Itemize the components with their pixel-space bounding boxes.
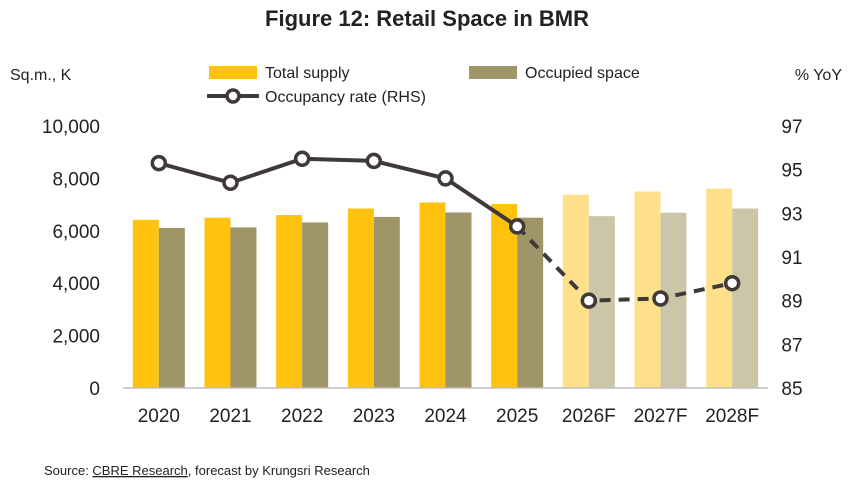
right-tick-label: 85 [781, 379, 802, 400]
x-tick-label: 2020 [138, 406, 180, 427]
x-tick-label: 2027F [634, 406, 688, 427]
bar-total-supply [204, 217, 231, 388]
x-tick-label: 2023 [353, 406, 395, 427]
right-tick-label: 89 [781, 292, 802, 313]
left-tick-label: 8,000 [52, 169, 100, 190]
left-tick-label: 0 [89, 379, 100, 400]
left-axis-unit: Sq.m., K [10, 67, 72, 84]
bar-total-supply [634, 191, 661, 388]
chart-title: Figure 12: Retail Space in BMR [265, 6, 589, 31]
left-tick-label: 10,000 [42, 117, 100, 138]
bar-total-supply [276, 215, 303, 388]
bar-occupied-space [158, 227, 185, 388]
left-tick-label: 6,000 [52, 222, 100, 243]
right-tick-label: 93 [781, 204, 802, 225]
bar-total-supply [347, 208, 374, 388]
bar-total-supply [132, 219, 159, 388]
source-suffix: , forecast by Krungsri Research [188, 463, 370, 478]
x-tick-label: 2022 [281, 406, 323, 427]
occupancy-point [222, 174, 239, 192]
left-tick-label: 2,000 [52, 327, 100, 348]
occupancy-point [723, 274, 741, 292]
left-tick-label: 4,000 [52, 274, 100, 295]
x-axis-ticks: 2020 2021 2022 2023 2024 2025 2026F 2027F 2028F [138, 406, 759, 427]
legend-swatch-total-supply [209, 66, 257, 79]
occupancy-point [652, 290, 669, 307]
right-tick-label: 91 [781, 248, 802, 269]
bars [132, 188, 759, 388]
occupancy-point [508, 218, 526, 235]
legend: Total supply Occupied space Occupancy rate… [207, 65, 640, 106]
occupancy-point [580, 292, 598, 309]
x-tick-label: 2024 [424, 406, 467, 427]
right-tick-label: 87 [781, 335, 802, 356]
legend-swatch-occupied-space [469, 66, 517, 79]
bar-occupied-space [230, 227, 257, 388]
occupancy-line-actual [158, 156, 519, 229]
occupancy-point [293, 150, 311, 167]
source-note: Source: CBRE Research, forecast by Krung… [44, 463, 370, 478]
bar-total-supply [419, 202, 446, 388]
x-tick-label: 2021 [209, 406, 251, 427]
bar-total-supply [562, 194, 589, 388]
legend-label-occupied-space: Occupied space [525, 65, 640, 82]
bar-occupied-space [373, 216, 400, 388]
x-tick-label: 2028F [705, 406, 759, 427]
source-link[interactable]: CBRE Research [92, 463, 187, 478]
right-axis-ticks: 85 87 89 91 93 95 97 [781, 117, 802, 400]
x-tick-label: 2025 [496, 406, 538, 427]
legend-marker-occupancy [225, 88, 241, 104]
bar-occupied-space [732, 208, 759, 388]
source-prefix: Source: [44, 463, 92, 478]
occupancy-point [437, 170, 454, 187]
right-tick-label: 95 [781, 161, 802, 182]
right-tick-label: 97 [781, 117, 802, 138]
legend-label-total-supply: Total supply [265, 65, 350, 82]
occupancy-line [150, 150, 741, 309]
occupancy-point [150, 154, 168, 172]
occupancy-point [365, 152, 383, 170]
x-tick-label: 2026F [562, 406, 616, 427]
legend-label-occupancy-rate: Occupancy rate (RHS) [265, 89, 426, 106]
bar-occupied-space [302, 222, 329, 388]
bar-occupied-space [445, 212, 472, 388]
bar-total-supply [491, 204, 518, 388]
bar-occupied-space [517, 217, 544, 388]
right-axis-unit: % YoY [795, 67, 842, 84]
occupancy-line-forecast [515, 225, 733, 303]
left-axis-ticks: 0 2,000 4,000 6,000 8,000 10,000 [42, 117, 100, 400]
